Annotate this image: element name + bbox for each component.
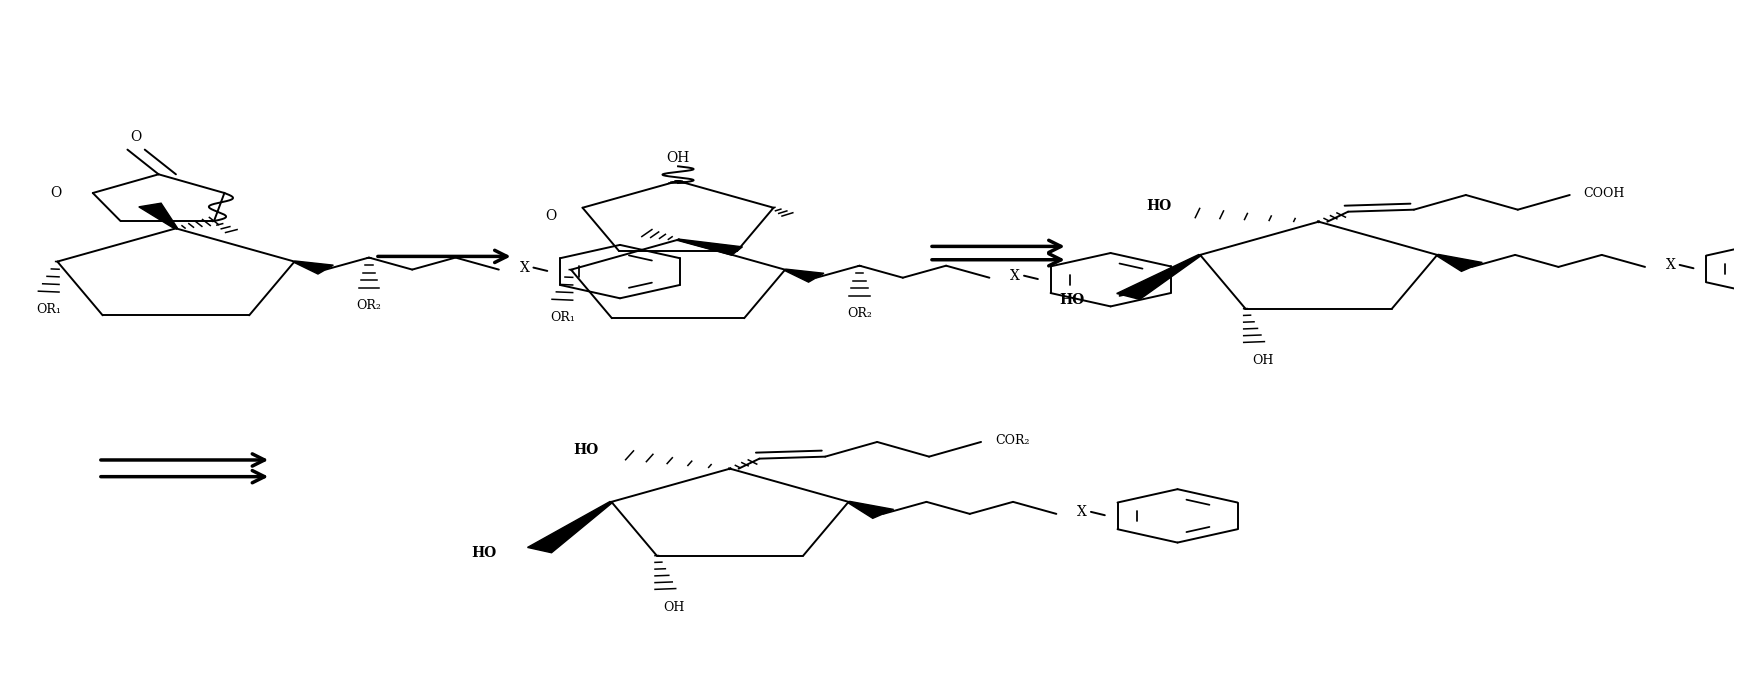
Text: O: O bbox=[545, 209, 558, 223]
Text: HO: HO bbox=[471, 546, 497, 561]
Polygon shape bbox=[783, 269, 823, 282]
Text: OR₁: OR₁ bbox=[36, 303, 61, 316]
Polygon shape bbox=[528, 501, 613, 553]
Text: OH: OH bbox=[664, 601, 684, 614]
Text: COOH: COOH bbox=[1584, 187, 1624, 200]
Text: X: X bbox=[1666, 258, 1676, 272]
Text: OH: OH bbox=[1252, 354, 1273, 367]
Text: OR₂: OR₂ bbox=[356, 299, 382, 312]
Text: OH: OH bbox=[667, 151, 690, 165]
Text: X: X bbox=[1077, 505, 1087, 519]
Text: OR₂: OR₂ bbox=[848, 307, 872, 320]
Polygon shape bbox=[677, 239, 742, 255]
Text: O: O bbox=[50, 186, 61, 200]
Polygon shape bbox=[1436, 254, 1482, 271]
Text: O: O bbox=[130, 131, 142, 144]
Polygon shape bbox=[848, 501, 893, 518]
Polygon shape bbox=[294, 261, 334, 274]
Text: HO: HO bbox=[573, 443, 598, 457]
Text: HO: HO bbox=[1146, 199, 1171, 213]
Text: X: X bbox=[519, 260, 530, 275]
Text: OR₁: OR₁ bbox=[551, 311, 575, 324]
Text: HO: HO bbox=[1060, 293, 1086, 307]
Polygon shape bbox=[1117, 254, 1202, 299]
Polygon shape bbox=[139, 203, 177, 229]
Text: X: X bbox=[1011, 269, 1020, 283]
Text: COR₂: COR₂ bbox=[995, 434, 1030, 447]
